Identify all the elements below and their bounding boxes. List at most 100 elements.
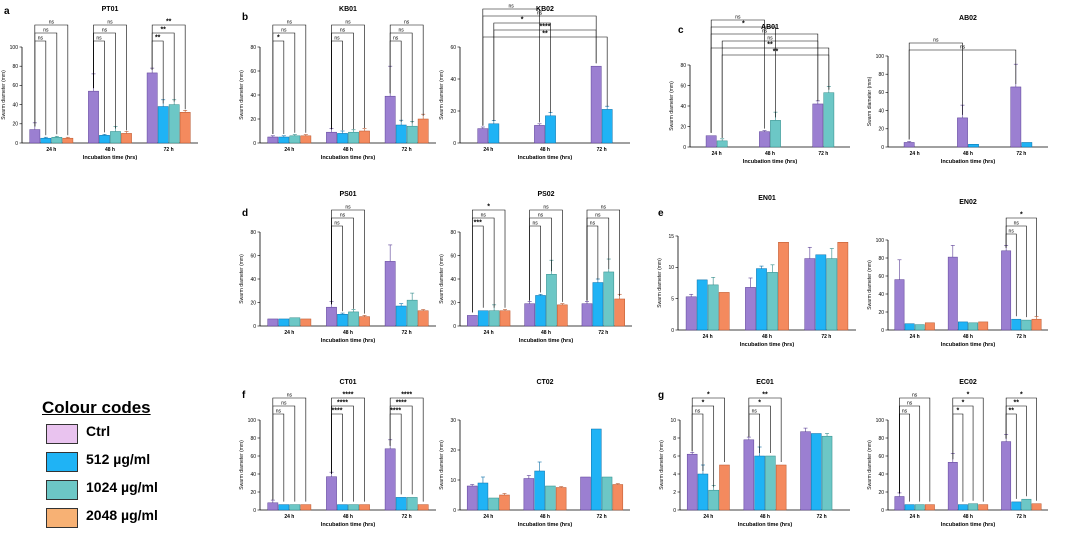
- y-tick-label: 40: [878, 472, 884, 478]
- bar-ec02-2048gml-24h: [924, 504, 935, 511]
- y-tick-label: 0: [253, 141, 256, 147]
- significance-bracket: [691, 397, 725, 462]
- bar-ps01-ctrl-24h: [267, 318, 279, 327]
- x-tick-label: 24 h: [703, 334, 713, 340]
- bar-en01-ctrl-24h: [685, 296, 697, 331]
- significance-label: **: [166, 19, 172, 26]
- legend-item-512: 512 µg/ml: [42, 450, 242, 474]
- x-tick-label: 48 h: [343, 514, 353, 520]
- y-tick-label: 60: [250, 253, 256, 259]
- y-tick-label: 5: [671, 296, 674, 302]
- chart-ps01: d PS01 Swarm diameter (mm) Incubation time …: [239, 191, 436, 344]
- bar-ec01-ctrl-48h: [743, 439, 755, 511]
- x-tick-label: 48 h: [765, 151, 775, 157]
- bar-ps02-2048gml-48h: [557, 304, 568, 327]
- chart-title: PS02: [537, 191, 554, 198]
- y-tick-label: 60: [250, 454, 256, 460]
- y-axis-label: Swarm diameter (mm): [657, 258, 663, 308]
- bar-ct01-2048gml-24h: [300, 504, 312, 511]
- y-tick-label: 20: [450, 448, 456, 454]
- significance-bracket: [586, 209, 620, 301]
- bar-en01-1024gml-72h: [826, 258, 838, 331]
- x-tick-label: 48 h: [105, 147, 115, 153]
- bar-en02-2048gml-48h: [978, 321, 989, 331]
- significance-label: ns: [393, 36, 399, 42]
- bar-ct01-ctrl-72h: [384, 448, 396, 511]
- significance-label: ns: [752, 409, 758, 415]
- x-tick-label: 72 h: [821, 334, 831, 340]
- bar-ps01-512gml-48h: [337, 314, 348, 327]
- x-axis-label: Incubation time (hrs): [941, 159, 996, 165]
- significance-bracket: [1005, 397, 1037, 501]
- bar-ps02-512gml-24h: [477, 310, 489, 327]
- bar-kb01-2048gml-48h: [359, 130, 370, 144]
- significance-label: ns: [340, 213, 346, 219]
- y-tick-label: 20: [680, 124, 686, 130]
- legend-item-2048: 2048 µg/ml: [42, 506, 242, 530]
- bar-pt01-1024gml-72h: [168, 104, 180, 144]
- x-tick-label: 72 h: [597, 147, 607, 153]
- y-tick-label: 0: [453, 508, 456, 514]
- y-tick-label: 20: [878, 490, 884, 496]
- significance-bracket: [482, 36, 608, 126]
- significance-label: ns: [1009, 229, 1015, 235]
- significance-label: ns: [49, 20, 55, 26]
- x-tick-label: 48 h: [762, 334, 772, 340]
- significance-label: ns: [102, 28, 108, 34]
- y-tick-label: 60: [878, 90, 884, 96]
- y-tick-label: 40: [878, 292, 884, 298]
- significance-label: **: [160, 27, 166, 34]
- chart-ec02: EC02 Swarm diameter (mm) Incubation time (…: [867, 379, 1048, 528]
- significance-label: ns: [590, 221, 596, 227]
- bar-en02-512gml-48h: [958, 321, 968, 331]
- chart-pt01: a PT01 Swarm diameter (mm) Incubation time …: [1, 6, 198, 161]
- x-tick-label: 24 h: [483, 147, 493, 153]
- bar-pt01-1024gml-48h: [110, 131, 121, 144]
- bar-kb01-ctrl-24h: [267, 136, 279, 144]
- panel-letter-g: g: [658, 390, 664, 401]
- bar-en01-512gml-48h: [756, 268, 767, 331]
- significance-bracket: [899, 413, 910, 502]
- bar-ps02-ctrl-72h: [581, 303, 593, 327]
- significance-label: ns: [43, 28, 49, 34]
- y-tick-label: 6: [673, 454, 676, 460]
- significance-label: *: [1020, 212, 1023, 219]
- bar-en01-1024gml-48h: [767, 272, 778, 331]
- bar-en01-2048gml-72h: [837, 242, 849, 331]
- significance-label: ns: [399, 28, 405, 34]
- y-tick-label: 20: [250, 117, 256, 123]
- significance-bracket: [952, 397, 984, 502]
- bar-ps02-ctrl-48h: [524, 303, 535, 327]
- significance-label: ns: [537, 11, 543, 17]
- bar-ps01-1024gml-72h: [406, 299, 418, 327]
- bar-ec01-1024gml-48h: [765, 455, 776, 511]
- chart-ps02: PS02 Swarm diameter (mm) Incubation time (…: [439, 191, 632, 344]
- bar-ps02-1024gml-72h: [603, 271, 615, 327]
- chart-title: EC01: [756, 379, 774, 386]
- panel-letter-a: a: [4, 6, 10, 17]
- y-tick-label: 20: [450, 300, 456, 306]
- significance-label: ns: [276, 409, 282, 415]
- significance-bracket: [272, 40, 285, 134]
- x-axis-label: Incubation time (hrs): [518, 155, 573, 161]
- x-tick-label: 24 h: [712, 151, 722, 157]
- bar-ec02-512gml-72h: [1011, 501, 1022, 511]
- bar-pt01-ctrl-24h: [29, 129, 41, 144]
- legend-item-1024: 1024 µg/ml: [42, 478, 242, 502]
- significance-label: ns: [509, 4, 515, 10]
- y-tick-label: 100: [10, 45, 19, 51]
- panel-letter-b: b: [242, 12, 248, 23]
- bar-ab02-ctrl-48h: [957, 117, 968, 148]
- panel-letter-f: f: [242, 390, 246, 401]
- significance-label: **: [1014, 400, 1020, 407]
- x-tick-label: 48 h: [541, 330, 551, 336]
- significance-label: *: [707, 392, 710, 399]
- bar-ct01-1024gml-24h: [289, 504, 301, 511]
- y-tick-label: 0: [881, 508, 884, 514]
- bar-kb01-ctrl-72h: [384, 95, 396, 144]
- y-tick-label: 20: [12, 122, 18, 128]
- bar-ps01-1024gml-24h: [289, 317, 301, 327]
- y-axis-label: Swarm diameter (mm): [239, 254, 245, 304]
- x-tick-label: 24 h: [284, 147, 294, 153]
